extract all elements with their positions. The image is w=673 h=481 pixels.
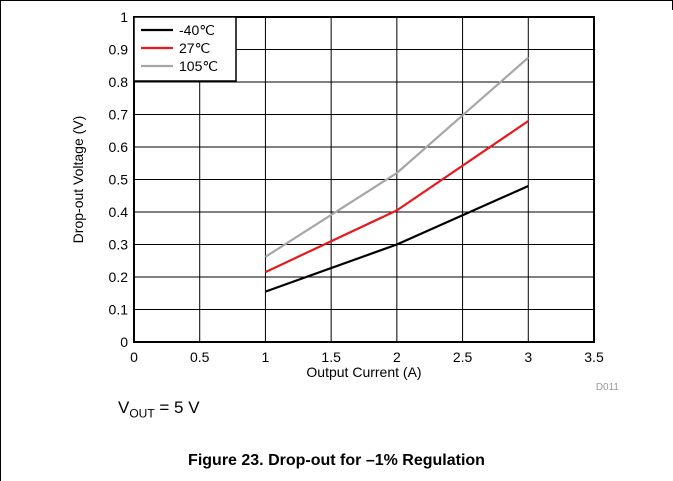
page-border-top [0,0,673,1]
x-tick-label: 2.5 [453,349,473,365]
x-axis-label: Output Current (A) [306,364,421,380]
y-tick-label: 0.4 [109,204,129,220]
legend-label: 105℃ [179,58,218,74]
dropout-chart: 0 0.5 1 1.5 2 2.5 3 3.5 0 0.1 0.2 0.3 0.4 0.5 0.6 0.7 0.… [70,9,620,393]
test-condition: VOUT = 5 V [118,398,200,420]
y-tick-label: 0.5 [109,172,129,188]
y-tick-label: 0 [120,334,128,350]
y-axis-label: Drop-out Voltage (V) [70,116,86,244]
figure-caption: Figure 23. Drop-out for –1% Regulation [188,452,485,469]
y-tick-label: 0.2 [109,269,129,285]
plot-area [133,16,595,343]
figure-code: D011 [596,382,620,393]
x-tick-label: 1.5 [321,349,341,365]
y-tick-label: 1 [120,9,128,25]
series-line [264,56,530,258]
y-tick-label: 0.6 [109,139,129,155]
y-tick-label: 0.3 [109,237,129,253]
series-line [265,184,529,293]
legend-label: -40℃ [179,22,215,38]
y-tick-label: 0.8 [109,74,129,90]
x-tick-label: 0 [130,349,138,365]
condition-suffix: = 5 V [154,398,200,417]
condition-subscript: OUT [129,406,155,421]
x-tick-label: 1 [262,349,270,365]
x-tick-label: 3.5 [584,349,604,365]
series-line [264,120,529,274]
page-border-left [0,0,1,481]
y-tick-label: 0.1 [109,302,129,318]
x-tick-label: 0.5 [190,349,210,365]
condition-prefix: V [118,398,130,417]
legend-label: 27℃ [179,40,210,56]
x-tick-label: 3 [524,349,532,365]
y-tick-label: 0.9 [109,42,129,58]
y-tick-label: 0.7 [109,107,129,123]
x-tick-label: 2 [393,349,401,365]
